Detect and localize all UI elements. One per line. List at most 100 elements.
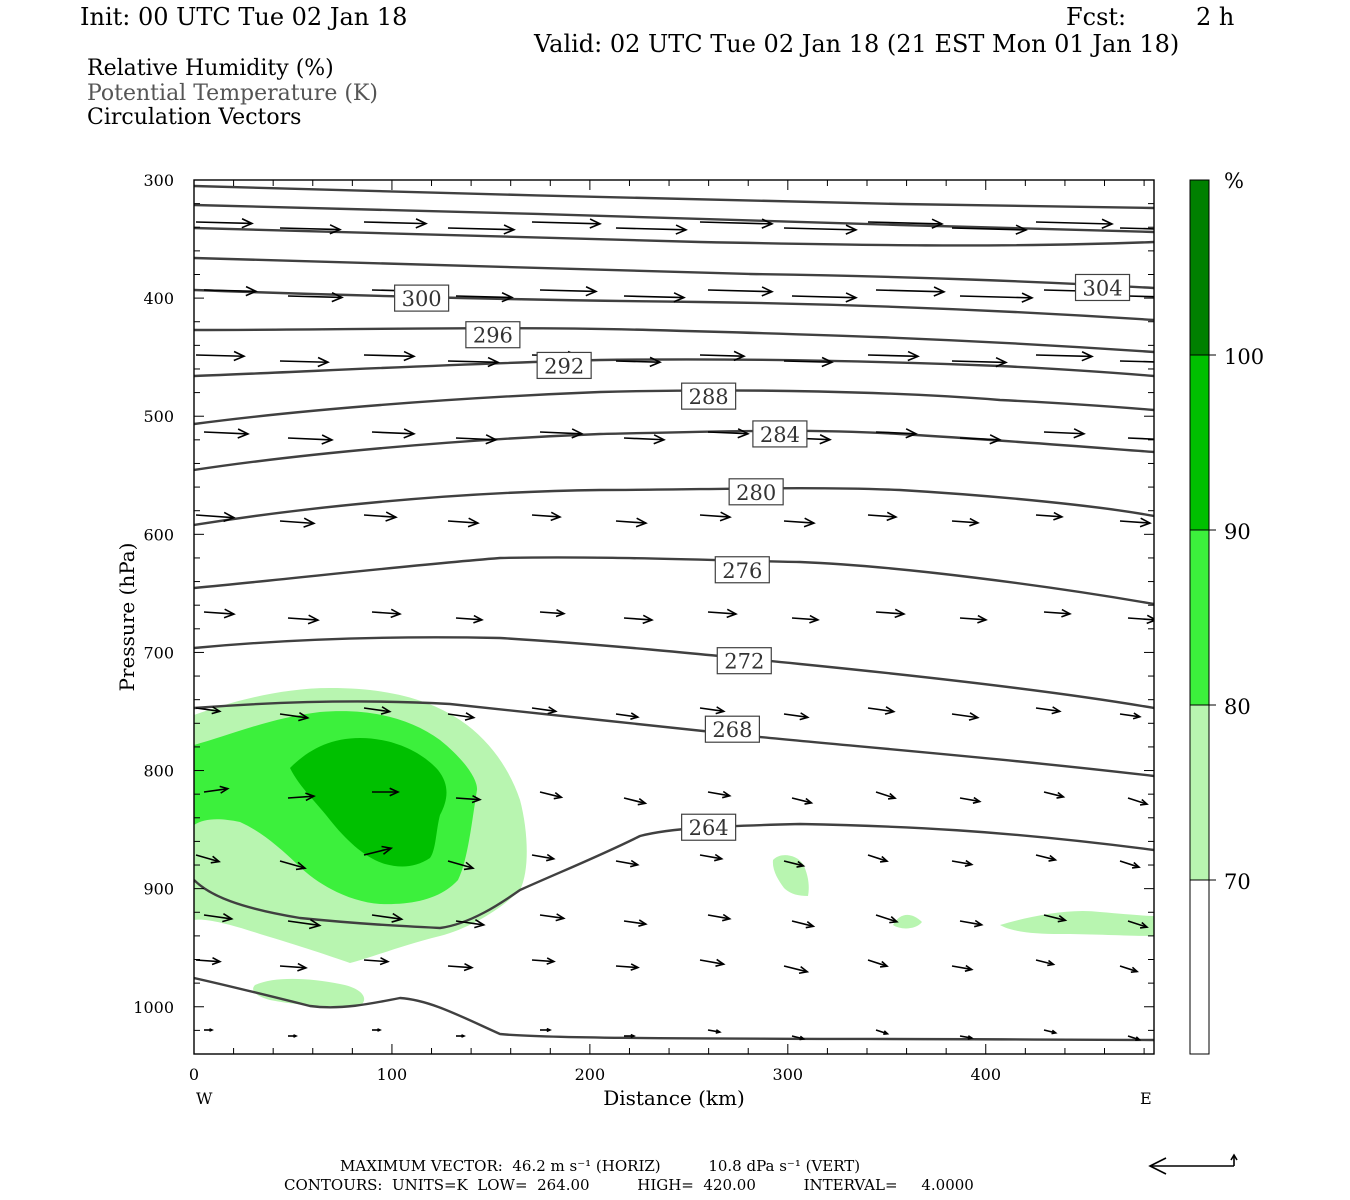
- circulation-vector: [203, 608, 236, 619]
- circulation-vector: [867, 706, 896, 715]
- circulation-vector: [867, 854, 889, 863]
- circulation-vector: [1127, 797, 1149, 806]
- rh-70-patch-small: [893, 914, 922, 929]
- circulation-vector: [531, 853, 556, 862]
- circulation-vector: [1035, 218, 1114, 229]
- circulation-vector: [783, 224, 858, 235]
- circulation-vector: [1119, 227, 1154, 230]
- max-vector-info: MAXIMUM VECTOR: 46.2 m s⁻¹ (HORIZ) 10.8 …: [340, 1157, 861, 1175]
- circulation-vector: [875, 608, 906, 619]
- circulation-vector: [531, 218, 602, 229]
- circulation-vector: [287, 291, 344, 303]
- circulation-vector: [1119, 517, 1152, 528]
- svg-text:292: 292: [544, 354, 584, 378]
- circulation-vector: [447, 517, 480, 528]
- circulation-vector: [195, 957, 222, 966]
- circulation-vector: [455, 614, 484, 624]
- theta-contour-label: 276: [714, 556, 770, 584]
- x-axis-title: Distance (km): [603, 1086, 745, 1110]
- circulation-vector: [867, 959, 889, 968]
- circulation-vector: [791, 920, 816, 929]
- circulation-vector: [791, 1035, 806, 1041]
- circulation-vector: [623, 434, 666, 445]
- svg-text:264: 264: [689, 816, 729, 840]
- colorbar-80: [1190, 530, 1209, 705]
- circulation-vector: [951, 859, 974, 867]
- circulation-vector: [1043, 791, 1066, 799]
- circulation-vector: [959, 1035, 974, 1040]
- x-tick-label: 100: [377, 1065, 408, 1084]
- circulation-vector: [791, 292, 858, 303]
- circulation-vector: [279, 356, 330, 368]
- svg-text:280: 280: [736, 481, 776, 505]
- circulation-vector: [1043, 1029, 1058, 1035]
- circulation-vector: [371, 428, 416, 439]
- x-tick-label: 0: [189, 1065, 199, 1084]
- circulation-vector: [783, 965, 810, 975]
- theta-contour: [194, 389, 1154, 426]
- reference-vector: [1148, 1153, 1238, 1175]
- circulation-vector: [531, 511, 562, 522]
- circulation-vector: [455, 795, 482, 804]
- circulation-vector: [204, 1028, 214, 1032]
- circulation-vector: [1127, 920, 1149, 929]
- y-tick-label: 300: [143, 171, 174, 190]
- circulation-vector: [363, 957, 390, 966]
- relative-humidity-shading: [194, 688, 1154, 1007]
- circulation-vector: [1127, 614, 1154, 625]
- circulation-vector: [456, 1034, 466, 1038]
- svg-text:284: 284: [760, 423, 800, 447]
- theta-contour-label: 280: [728, 478, 784, 506]
- circulation-vector: [707, 608, 738, 619]
- circulation-vector: [623, 919, 648, 927]
- circulation-vector: [539, 913, 566, 922]
- theta-contour-label: 304: [1074, 273, 1131, 302]
- axis-ticks: [193, 179, 1154, 1055]
- circulation-vector: [791, 614, 820, 624]
- circulation-vector: [287, 614, 320, 625]
- svg-text:276: 276: [722, 559, 762, 583]
- circulation-vector: [195, 350, 246, 362]
- circulation-vector: [447, 356, 500, 368]
- circulation-vector: [1127, 1035, 1142, 1041]
- circulation-vector: [195, 217, 254, 229]
- circulation-vector: [615, 224, 688, 235]
- theta-contour: [194, 184, 1154, 210]
- theta-contour-labels: 264 268 272 276 280 284 288 292 296 300 304: [394, 273, 1131, 841]
- circulation-vector: [539, 285, 598, 297]
- circulation-vector: [279, 517, 316, 528]
- y-tick-label: 800: [143, 762, 174, 781]
- circulation-vector: [371, 608, 402, 619]
- potential-temperature-contours: [194, 184, 1154, 1042]
- theta-contour: [194, 226, 1154, 247]
- svg-text:288: 288: [689, 385, 729, 409]
- circulation-vector: [279, 860, 307, 871]
- x-tick-label: 300: [773, 1065, 804, 1084]
- circulation-vector: [699, 958, 726, 967]
- circulation-vector: [1119, 860, 1141, 869]
- circulation-vector: [707, 913, 732, 922]
- theta-contour: [194, 556, 1154, 606]
- circulation-vector: [363, 706, 392, 715]
- circulation-vector: [1035, 706, 1062, 715]
- y-axis-title: Pressure (hPa): [115, 543, 139, 692]
- theta-contour: [194, 203, 1154, 234]
- rh-90-region: [290, 738, 447, 867]
- svg-text:268: 268: [712, 718, 752, 742]
- rh-70-patch-east: [1000, 910, 1154, 936]
- circulation-vector: [783, 517, 816, 528]
- circulation-vector: [203, 785, 230, 794]
- theta-contour: [194, 327, 1154, 354]
- theta-contour: [194, 700, 1154, 778]
- circulation-vector: [707, 428, 750, 439]
- svg-text:304: 304: [1082, 276, 1122, 300]
- forecast-hour: 2 h: [1196, 3, 1235, 31]
- circulation-vector: [363, 350, 416, 362]
- circulation-vector: [1119, 712, 1142, 720]
- colorbar-level: 90: [1224, 520, 1251, 544]
- circulation-vector: [1043, 608, 1072, 618]
- circulation-vector: [363, 511, 398, 522]
- circulation-vector: [959, 614, 988, 624]
- forecast-label: Fcst:: [1066, 3, 1127, 31]
- circulation-vector: [447, 224, 516, 235]
